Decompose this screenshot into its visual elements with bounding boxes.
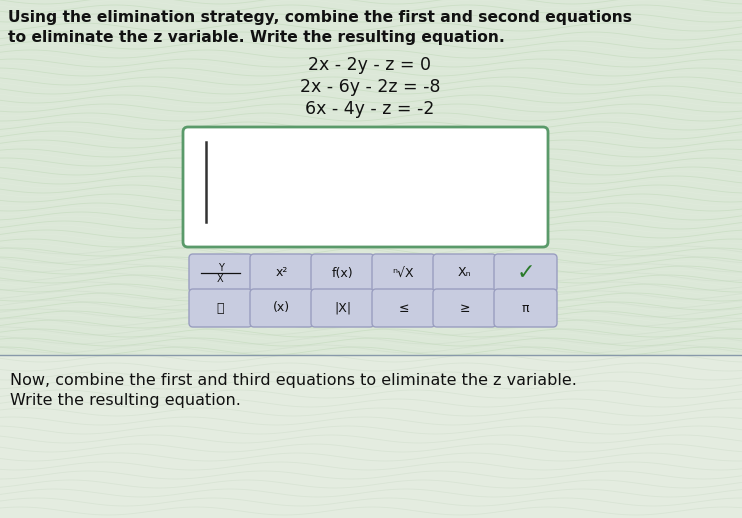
Text: f(x): f(x): [332, 266, 353, 280]
Text: π: π: [522, 301, 529, 314]
Text: 2x - 2y - z = 0: 2x - 2y - z = 0: [309, 56, 432, 74]
Text: to eliminate the z variable. Write the resulting equation.: to eliminate the z variable. Write the r…: [8, 30, 505, 45]
FancyBboxPatch shape: [433, 289, 496, 327]
FancyBboxPatch shape: [311, 289, 374, 327]
Text: ≤: ≤: [398, 301, 409, 314]
Text: Now, combine the first and third equations to eliminate the z variable.: Now, combine the first and third equatio…: [10, 373, 577, 388]
Text: ⛎: ⛎: [217, 301, 224, 314]
FancyBboxPatch shape: [433, 254, 496, 292]
Text: ✓: ✓: [516, 263, 535, 283]
FancyBboxPatch shape: [250, 289, 313, 327]
Text: X: X: [217, 274, 224, 284]
Text: |X|: |X|: [334, 301, 351, 314]
Text: ≥: ≥: [459, 301, 470, 314]
Text: Using the elimination strategy, combine the first and second equations: Using the elimination strategy, combine …: [8, 10, 632, 25]
Text: Write the resulting equation.: Write the resulting equation.: [10, 393, 241, 408]
Text: 2x - 6y - 2z = -8: 2x - 6y - 2z = -8: [300, 78, 440, 96]
FancyBboxPatch shape: [183, 127, 548, 247]
FancyBboxPatch shape: [250, 254, 313, 292]
Text: ⁿ√X: ⁿ√X: [393, 266, 414, 280]
Text: Y: Y: [217, 263, 223, 273]
FancyBboxPatch shape: [494, 254, 557, 292]
Text: Xₙ: Xₙ: [458, 266, 471, 280]
Bar: [0, 355, 742, 518]
FancyBboxPatch shape: [311, 254, 374, 292]
Text: x²: x²: [275, 266, 288, 280]
Text: (x): (x): [273, 301, 290, 314]
Text: 6x - 4y - z = -2: 6x - 4y - z = -2: [305, 100, 435, 118]
FancyBboxPatch shape: [189, 289, 252, 327]
FancyBboxPatch shape: [372, 289, 435, 327]
FancyBboxPatch shape: [372, 254, 435, 292]
FancyBboxPatch shape: [189, 254, 252, 292]
FancyBboxPatch shape: [494, 289, 557, 327]
